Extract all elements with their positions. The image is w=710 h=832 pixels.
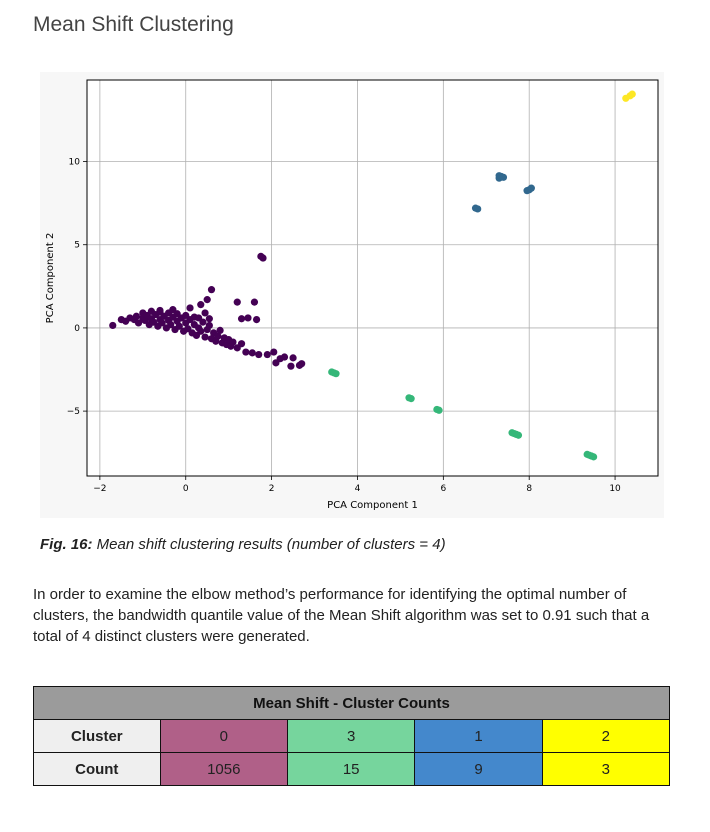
chart-plot-frame [86,79,659,477]
x-tick-label: 10 [609,484,621,494]
scatter-point-cluster-0 [201,333,209,341]
count-cell-2: 9 [414,752,543,786]
chart-plot-bg [87,80,658,476]
x-axis-ticks: −2 0 2 4 6 8 10 [93,476,621,494]
x-tick-label: −2 [93,484,106,494]
count-cell-3: 3 [541,752,671,786]
table-title: Mean Shift - Cluster Counts [33,686,670,720]
scatter-point-cluster-0 [186,304,194,312]
x-tick-label: 0 [183,484,189,494]
scatter-point-cluster-0 [270,348,278,356]
scatter-point-cluster-0 [214,332,222,340]
y-axis-ticks: −5 0 5 10 [67,158,87,417]
scatter-point-cluster-0 [259,254,267,262]
scatter-point-cluster-0 [237,340,246,348]
figure-caption: Fig. 16: Mean shift clustering results (… [40,536,446,553]
scatter-point-cluster-0 [280,353,289,361]
table-title-row: Mean Shift - Cluster Counts [33,686,670,720]
y-tick-label: −5 [67,407,80,417]
scatter-point-cluster-0 [250,298,259,306]
x-tick-label: 4 [355,484,361,494]
scatter-point-cluster-0 [201,309,209,317]
scatter-point-cluster-0 [197,327,205,335]
scatter-point-cluster-0 [229,338,237,346]
section-heading: Mean Shift Clustering [33,13,234,36]
scatter-point-cluster-0 [233,298,241,306]
scatter-point-cluster-0 [255,350,263,359]
scatter-point-cluster-0 [287,362,295,370]
cluster-cell-2: 1 [414,719,543,753]
table-row-count: Count 1056 15 9 3 [33,752,671,786]
scatter-point-cluster-0 [252,315,261,324]
cluster-counts-table: Mean Shift - Cluster Counts Cluster 0 3 … [33,686,671,786]
cluster-cell-0: 0 [159,719,289,753]
x-tick-label: 6 [440,484,446,494]
scatter-point-cluster-0 [134,319,143,327]
scatter-point-cluster-0 [132,312,140,320]
scatter-point-cluster-0 [248,349,256,357]
scatter-point-cluster-2 [330,369,338,377]
y-tick-label: 5 [74,241,80,251]
cluster-cell-1: 3 [287,719,416,753]
count-cell-1: 15 [287,752,416,786]
x-tick-label: 2 [269,484,275,494]
scatter-point-cluster-0 [203,296,211,304]
scatter-point-cluster-0 [298,360,306,368]
scatter-point-cluster-0 [216,326,224,335]
scatter-point-cluster-0 [195,314,203,322]
count-cell-0: 1056 [159,752,289,786]
x-tick-label: 8 [526,484,532,494]
scatter-point-cluster-0 [289,354,297,362]
row-header-cluster: Cluster [33,719,161,753]
figure-caption-text: Mean shift clustering results (number of… [92,536,446,553]
cluster-cell-3: 2 [541,719,671,753]
scatter-point-cluster-0 [169,306,177,314]
scatter-point-cluster-2 [508,429,516,437]
scatter-point-cluster-1 [474,205,482,213]
scatter-point-cluster-0 [156,306,164,315]
y-axis-label: PCA Component 2 [45,233,56,324]
scatter-point-cluster-0 [205,315,213,323]
scatter-point-cluster-0 [207,286,216,294]
scatter-point-cluster-1 [523,187,531,195]
scatter-point-cluster-0 [158,319,166,327]
scatter-point-cluster-2 [405,394,413,402]
scatter-point-cluster-0 [242,348,250,356]
scatter-point-cluster-3 [628,90,636,98]
scatter-point-cluster-2 [435,406,443,414]
scatter-point-cluster-0 [263,350,271,359]
scatter-point-cluster-0 [244,314,252,322]
body-paragraph: In order to examine the elbow method’s p… [33,586,650,645]
scatter-point-cluster-0 [167,320,175,329]
figure-caption-label: Fig. 16: [40,536,93,553]
y-tick-label: 0 [74,324,80,334]
x-axis-label: PCA Component 1 [327,500,418,511]
scatter-point-cluster-0 [205,321,213,330]
scatter-chart: −2 0 2 4 6 8 10 −5 0 5 10 PCA Component 1 PCA Com… [40,72,664,518]
scatter-figure: −2 0 2 4 6 8 10 −5 0 5 10 PCA Component 1 PCA Com… [40,72,664,518]
scatter-point-cluster-0 [175,322,183,330]
scatter-point-cluster-0 [197,301,205,309]
y-tick-label: 10 [69,158,81,168]
chart-points [109,90,636,461]
scatter-point-cluster-2 [585,451,593,459]
scatter-point-cluster-0 [109,321,117,330]
table-row-cluster: Cluster 0 3 1 2 [33,719,671,753]
scatter-point-cluster-0 [237,315,246,323]
row-header-count: Count [33,752,161,786]
scatter-point-cluster-1 [495,172,503,180]
